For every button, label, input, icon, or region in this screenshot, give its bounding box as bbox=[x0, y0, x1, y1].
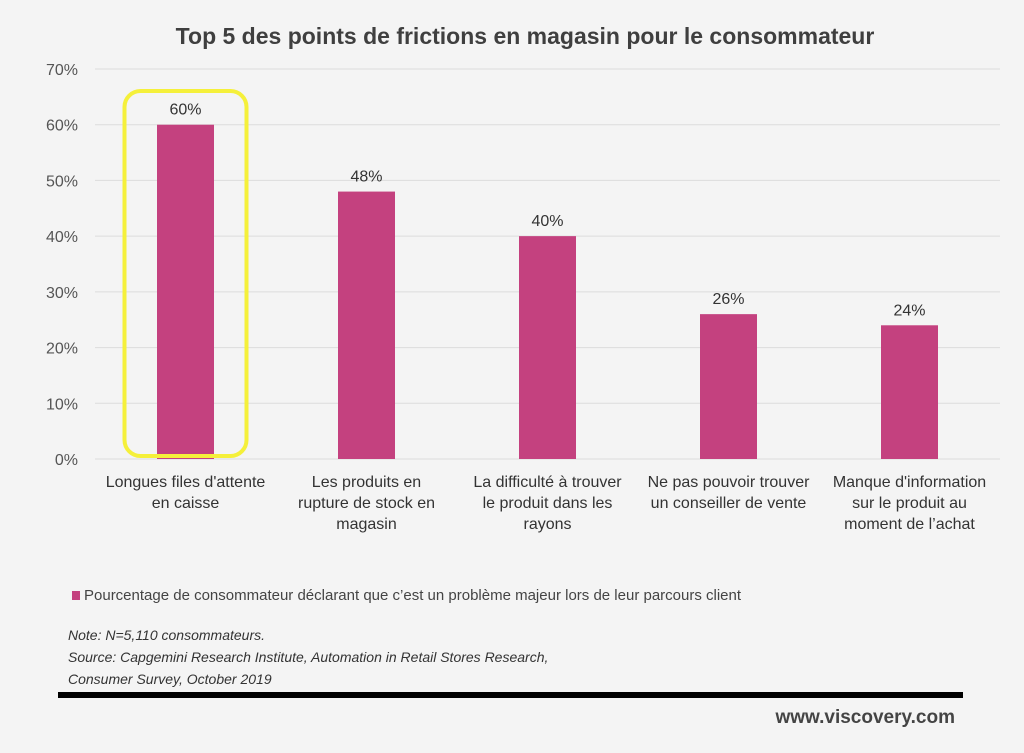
bar bbox=[700, 314, 757, 459]
bar bbox=[519, 236, 576, 459]
y-tick-label: 50% bbox=[46, 173, 78, 190]
data-label: 24% bbox=[893, 302, 925, 319]
bar bbox=[157, 124, 214, 459]
y-tick-label: 10% bbox=[46, 396, 78, 413]
x-category-label: Manque d'information sur le produit au mom… bbox=[833, 474, 986, 533]
note-source-1: Source: Capgemini Research Institute, Au… bbox=[68, 649, 549, 665]
data-label: 60% bbox=[169, 102, 201, 119]
bar bbox=[338, 191, 395, 460]
x-category-label: Longues files d'attente en caisse bbox=[106, 474, 266, 512]
data-label: 26% bbox=[712, 291, 744, 308]
y-tick-label: 30% bbox=[46, 285, 78, 302]
highlight-box bbox=[122, 89, 249, 458]
x-category-label: Ne pas pouvoir trouver un conseiller de v… bbox=[648, 474, 811, 512]
y-tick-label: 20% bbox=[46, 341, 78, 358]
website-label: www.viscovery.com bbox=[775, 707, 955, 728]
y-tick-label: 40% bbox=[46, 229, 78, 246]
y-tick-label: 0% bbox=[55, 452, 78, 469]
legend: Pourcentage de consommateur déclarant qu… bbox=[72, 587, 741, 604]
data-label: 40% bbox=[531, 213, 563, 230]
note-sample: Note: N=5,110 consommateurs. bbox=[68, 627, 266, 643]
y-tick-label: 60% bbox=[46, 118, 78, 135]
y-tick-label: 70% bbox=[46, 62, 78, 79]
bar bbox=[881, 325, 938, 459]
note-source-2: Consumer Survey, October 2019 bbox=[68, 671, 272, 687]
divider bbox=[58, 692, 963, 698]
legend-label: Pourcentage de consommateur déclarant qu… bbox=[84, 587, 742, 604]
x-category-label: La difficulté à trouver le produit dans l… bbox=[473, 474, 622, 533]
x-category-label: Les produits en rupture de stock en magasi… bbox=[298, 474, 435, 533]
data-label: 48% bbox=[350, 169, 382, 186]
legend-swatch bbox=[72, 591, 80, 600]
footnotes: Note: N=5,110 consommateurs. Source: Cap… bbox=[68, 624, 548, 690]
chart-title: Top 5 des points de frictions en magasin… bbox=[176, 23, 875, 49]
